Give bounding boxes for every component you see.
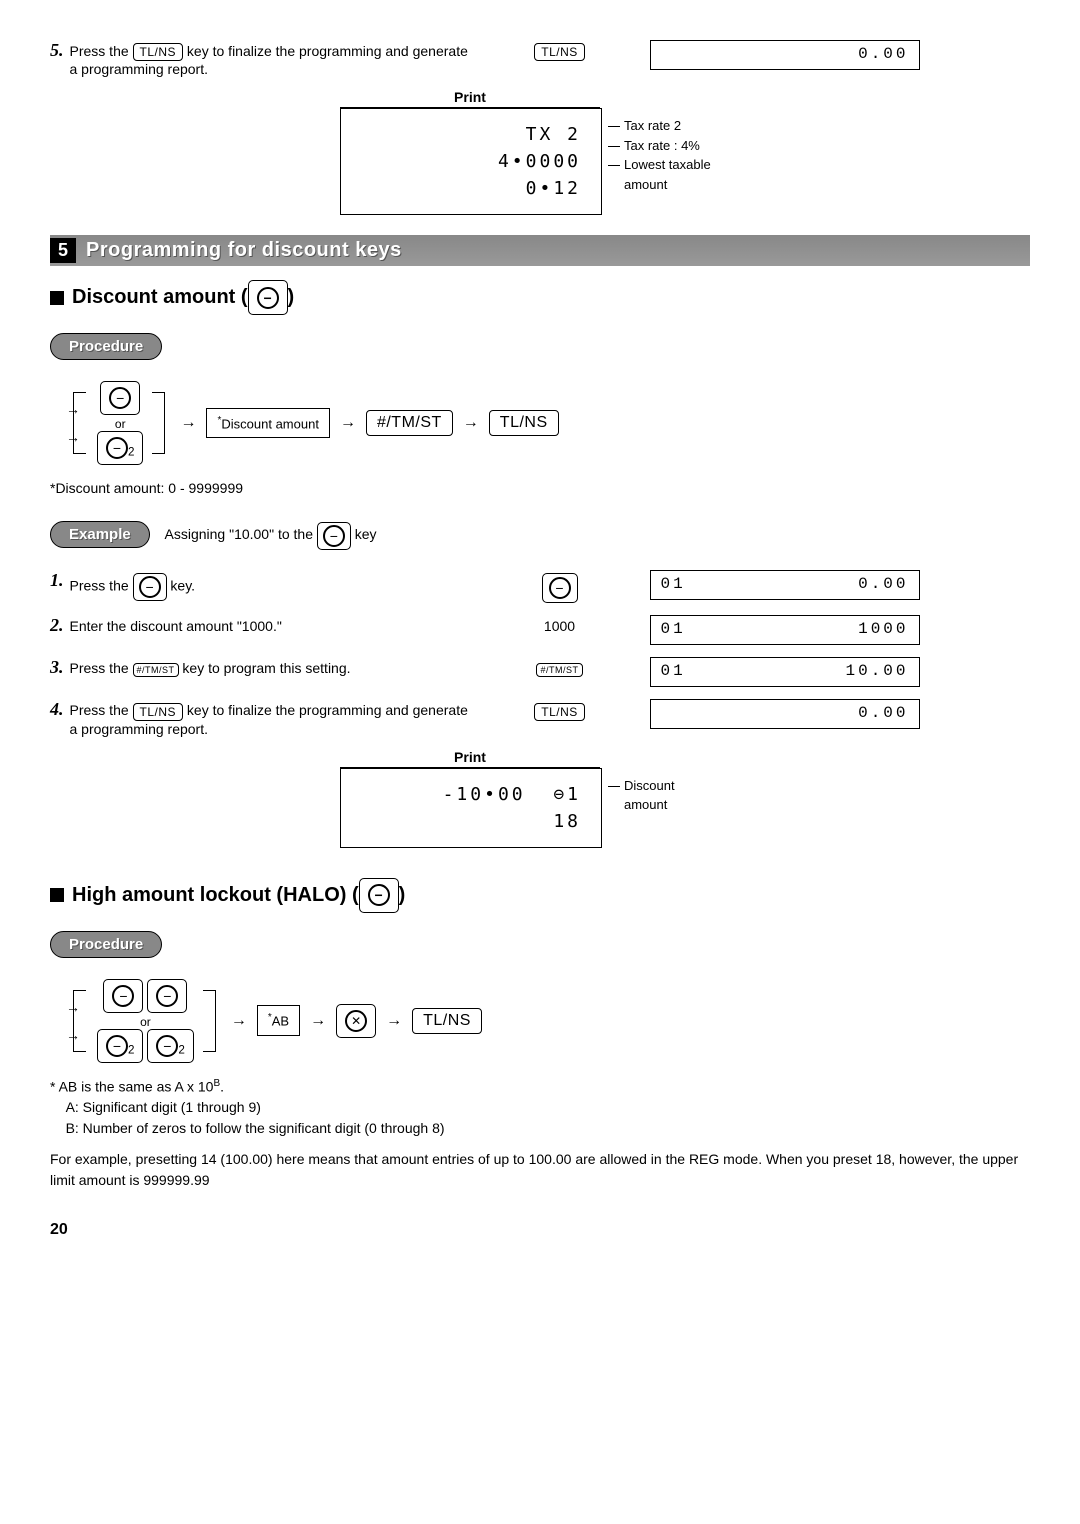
print-annotations: Tax rate 2 Tax rate : 4% Lowest taxable … [608,108,744,194]
section-number: 5 [50,238,76,263]
tlns-key: TL/NS [534,43,585,61]
step-key-col: TL/NS [470,40,650,61]
ex-step-1: 1. Press the − key. − 010.00 [50,570,1030,603]
step-text: Press the TL/NS key to finalize the prog… [70,40,470,77]
flow-halo: → → − − or −2 −2 → *AB → ✕ → TL/NS [70,976,1030,1066]
tmst-key: #/TM/ST [366,410,453,436]
procedure-pill: Procedure [50,333,162,360]
example-row: Example Assigning "10.00" to the − key [50,513,1030,556]
example-pill: Example [50,521,150,548]
tlns-key: TL/NS [489,410,559,436]
tlns-key-inline: TL/NS [133,43,184,61]
discount-amount-heading: Discount amount (−) [50,280,1030,315]
step-display: 0.00 [650,40,920,70]
section-title: Programming for discount keys [86,239,402,262]
step-5: 5. Press the TL/NS key to finalize the p… [50,40,1030,77]
final-paragraph: For example, presetting 14 (100.00) here… [50,1149,1030,1191]
ex-step-3: 3. Press the #/TM/ST key to program this… [50,657,1030,687]
print-header: Print [340,749,600,768]
print-line: TX 2 [361,121,581,148]
print-header: Print [340,89,600,108]
ex-step-4: 4. Press the TL/NS key to finalize the p… [50,699,1030,736]
procedure-pill-2: Procedure [50,931,162,958]
ex-step-2: 2. Enter the discount amount "1000." 100… [50,615,1030,645]
tlns-key: TL/NS [412,1008,482,1034]
section-5-header: 5 Programming for discount keys [50,235,1030,266]
print-line: 0•12 [361,175,581,202]
ab-notes: * AB is the same as A x 10B. A: Signific… [50,1076,1030,1140]
page-number: 20 [50,1221,1030,1239]
halo-heading: High amount lockout (HALO) (−) [50,878,1030,913]
print-line: 4•0000 [361,148,581,175]
step-number: 5. [50,40,70,61]
flow-discount: → → − or −2 → *Discount amount → #/TM/ST… [70,378,1030,468]
discount-note: *Discount amount: 0 - 9999999 [50,478,1030,499]
print-section-2: Print -10•00 ⊖1 18 Discount amount [340,749,800,848]
print-section-1: Print TX 2 4•0000 0•12 Tax rate 2 Tax ra… [340,89,800,215]
